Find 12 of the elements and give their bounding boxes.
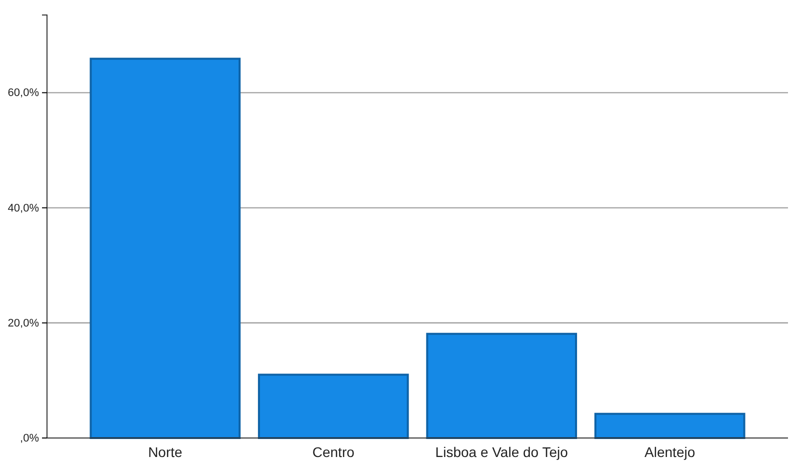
bar (258, 374, 409, 439)
y-tick-label: 20,0% (8, 317, 40, 330)
y-tick-label: ,0% (20, 432, 40, 445)
x-tick-label: Norte (148, 444, 183, 460)
x-tick-label: Alentejo (644, 444, 696, 460)
bar (90, 58, 241, 439)
x-tick-label: Lisboa e Vale do Tejo (435, 444, 568, 460)
x-tick-label: Centro (312, 444, 355, 460)
y-tick-label: 60,0% (8, 87, 40, 100)
bar (594, 412, 746, 439)
bar (426, 332, 578, 439)
y-tick-label: 40,0% (8, 202, 40, 214)
